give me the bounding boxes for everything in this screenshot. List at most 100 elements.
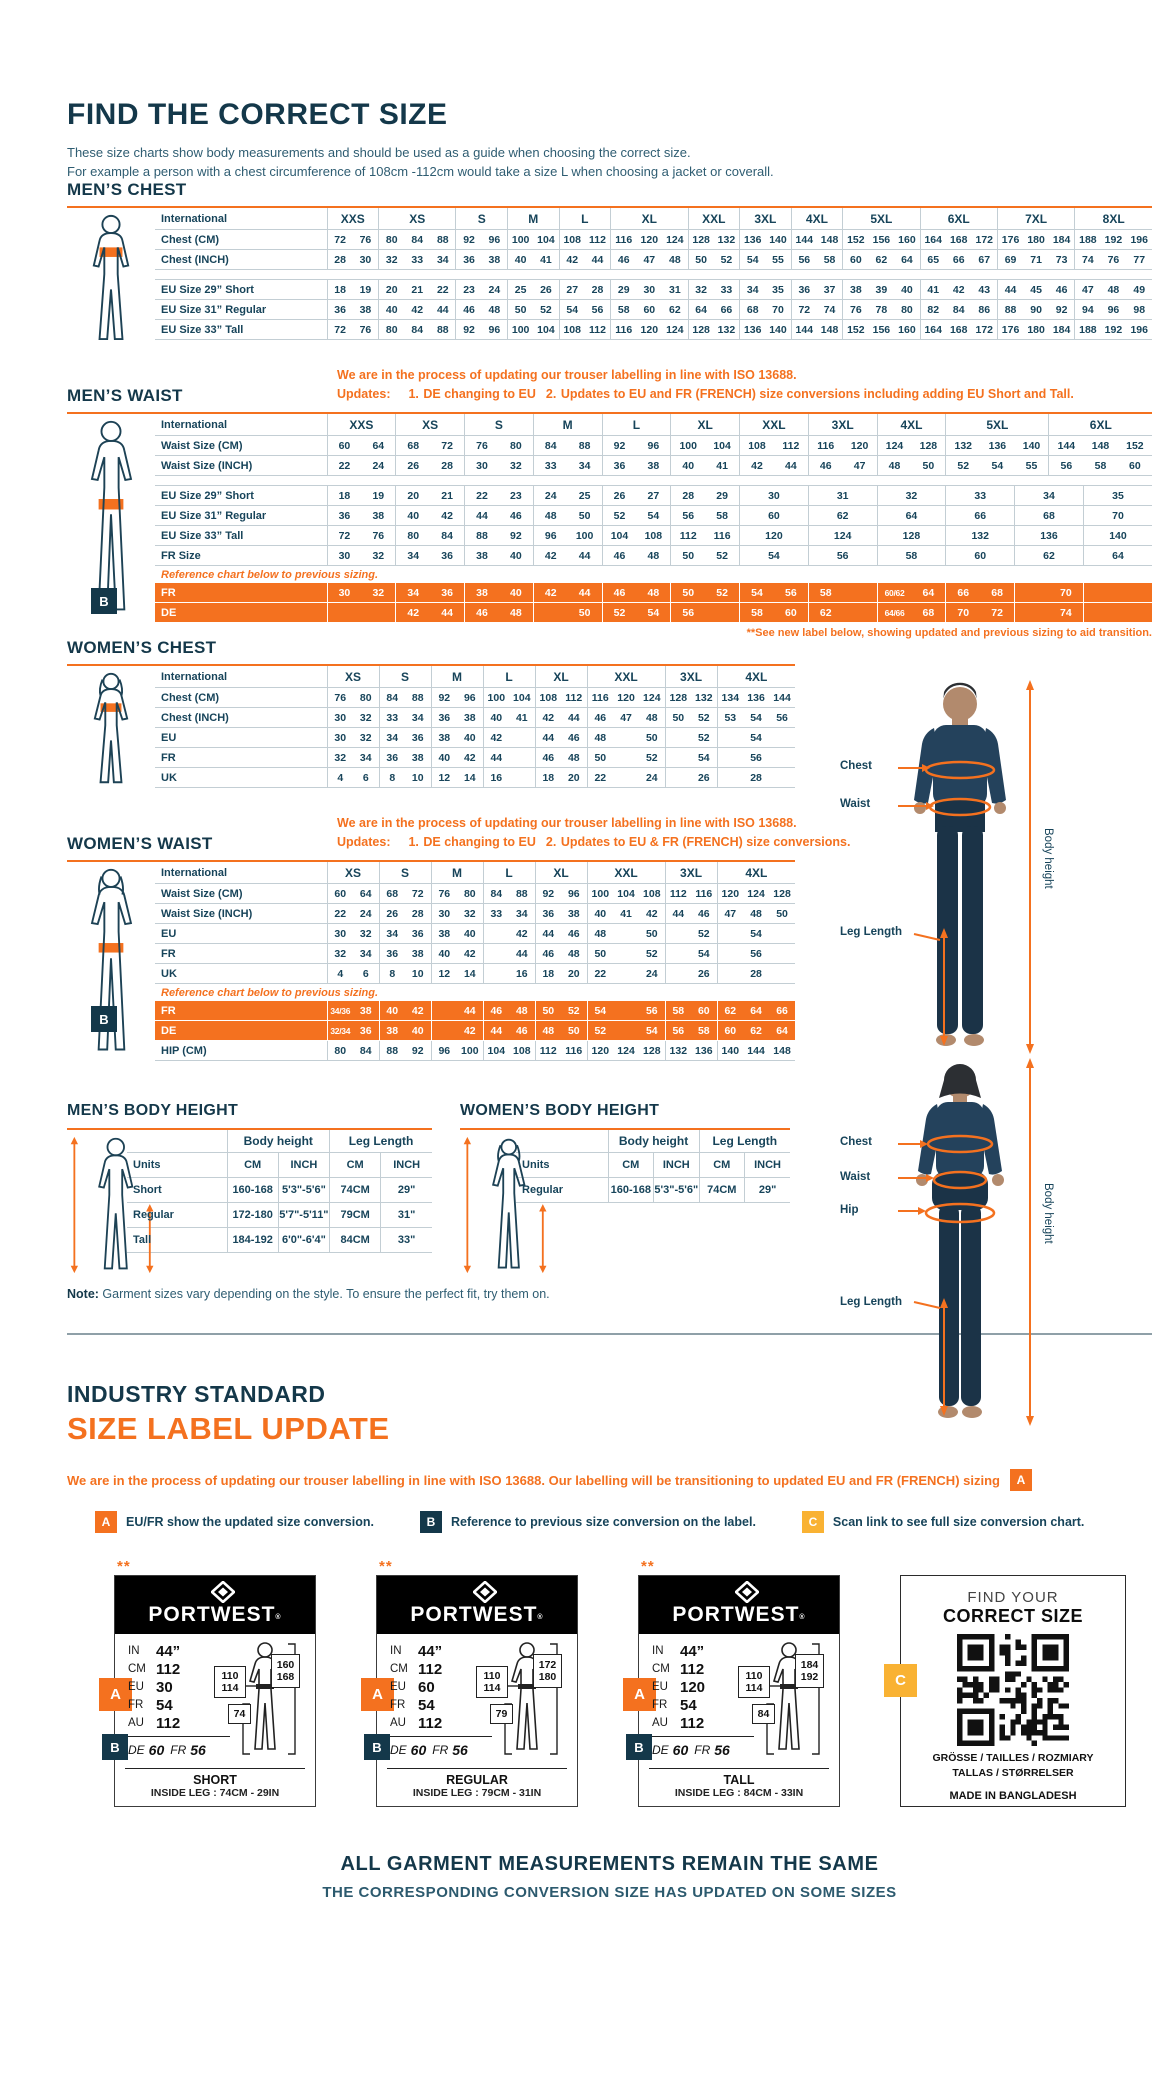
size-info-row: CM 112 [128,1660,181,1678]
row-label: EU [155,923,328,944]
size-cell: 64 [361,435,396,456]
womens-figure-photo [898,1058,1034,1426]
size-cell: 172 [971,319,998,340]
size-cell: 35 [1082,485,1153,506]
brand-name: PORTWEST® [148,1603,282,1626]
industry-intro-text: We are in the process of updating our tr… [67,1472,1000,1488]
size-cell: 40 [482,707,510,728]
size-cell: 124 [639,687,666,708]
brand-name: PORTWEST® [410,1603,544,1626]
size-cell: 56 [639,1001,666,1021]
size-cell: 108 [534,687,562,708]
size-cell: 28 [743,767,770,788]
womens-body-height-title: WOMEN’S BODY HEIGHT [460,1102,660,1119]
legend-text: EU/FR show the updated size conversion. [126,1515,374,1529]
size-cell: 40 [405,1020,432,1041]
size-cell: 46 [601,583,637,603]
size-cell: 40 [395,505,431,526]
size-cell: 68 [395,435,431,456]
size-cell: 54 [636,505,671,526]
note-text: Garment sizes vary depending on the styl… [98,1287,550,1301]
size-info-list: IN 44” CM 112 EU 120 FR 54 AU 112 [652,1642,705,1732]
size-cell: 104 [533,229,560,250]
inside-leg-box: 74 [228,1704,251,1724]
womens-iso-note: We are in the process of updating our tr… [337,814,850,852]
size-cell: 92 [1048,299,1075,320]
womens_chest-table: International XS S M L XL XXL 3XL 4XL Chest (CM) 7… [67,664,796,788]
womens-body-height-table-wrap: Body height Leg Length Units CM INCH CM INCH Re… [460,1128,791,1274]
size-cell: 46 [534,747,562,768]
size-cell: 50 [507,299,534,320]
size-cell: 33 [532,455,568,476]
size-cell: 46 [561,727,588,748]
size-cell: 42 [404,299,431,320]
size-cell: 34 [395,583,431,603]
size-cell: 38 [464,583,499,603]
measurement-diagram: 110 114 184 192 84 [738,1640,834,1762]
unit-header: INCH [653,1152,700,1178]
size-column-header: XS [395,412,465,436]
unit-header: CM [608,1152,654,1178]
size-cell: 136 [1014,525,1084,546]
size-cell: 22 [327,903,353,924]
size-info-row: FR 54 [652,1696,697,1714]
womens-measurement-figure: Chest Waist Hip Leg Length Body height [840,1058,1140,1440]
size-cell: 34 [378,727,406,748]
units-label: Units [516,1152,609,1178]
size-cell: 36 [378,943,406,964]
size-cell [613,1001,640,1021]
size-cell: 164 [919,229,946,250]
size-cell: 36 [534,903,562,924]
size-column-header: L [558,206,611,230]
size-cell [613,767,640,788]
figure-icon-cell [67,412,155,623]
size-cell: 22 [586,963,614,984]
figure-label-leg-length: Leg Length [840,1296,902,1308]
mens-figure-photo [898,680,1034,1054]
size-info-row: AU 112 [128,1714,181,1732]
size-cell: 4 [327,963,353,984]
size-cell [705,602,740,623]
size-cell: 112 [664,883,692,904]
size-cell: 36 [455,249,482,270]
size-cell: 60 [327,435,362,456]
size-cell: 46 [482,1001,510,1021]
legend-text: Reference to previous size conversion on… [450,1515,756,1529]
size-cell: 60 [1117,455,1153,476]
size-cell: 136 [739,319,766,340]
size-cell: 31 [662,279,688,300]
womens-waist-figure-icon [90,868,133,1051]
size-cell: 46 [498,505,534,526]
size-cell: 36 [405,727,432,748]
corner-cell [516,1128,609,1153]
size-cell: 48 [481,299,508,320]
size-cell: 78 [868,299,895,320]
size-cell: 54 [743,923,770,944]
size-cell: 112 [584,319,611,340]
figure-label-waist: Waist [840,1171,871,1183]
size-cell: 92 [601,435,637,456]
size-cell: 48 [534,1020,562,1041]
size-cell: 148 [769,1040,796,1061]
size-cell: 36 [430,583,465,603]
size-cell: 116 [691,883,718,904]
column-corner-label: International [155,664,328,688]
size-cell: 8 [378,767,406,788]
size-cell: 54 [691,943,718,964]
size-cell: 62 [716,1001,744,1021]
industry-standard-heading: INDUSTRY STANDARD [67,1381,326,1407]
size-info-row: IN 44” [128,1642,181,1660]
womens-waist-title: WOMEN’S WAIST [67,834,213,853]
size-cell: 44 [509,943,536,964]
size-cell: 56 [664,1020,692,1041]
row-label: FR [155,943,328,964]
size-cell: 34 [395,545,431,566]
size-cell: 24 [481,279,508,300]
size-cell: 112 [670,525,706,546]
size-cell: 27 [558,279,585,300]
size-cell: 54 [739,545,809,566]
row-label: EU Size 29” Short [155,485,328,506]
size-cell: 52 [639,747,666,768]
size-cell: 48 [532,505,568,526]
size-cell: 22 [327,455,362,476]
